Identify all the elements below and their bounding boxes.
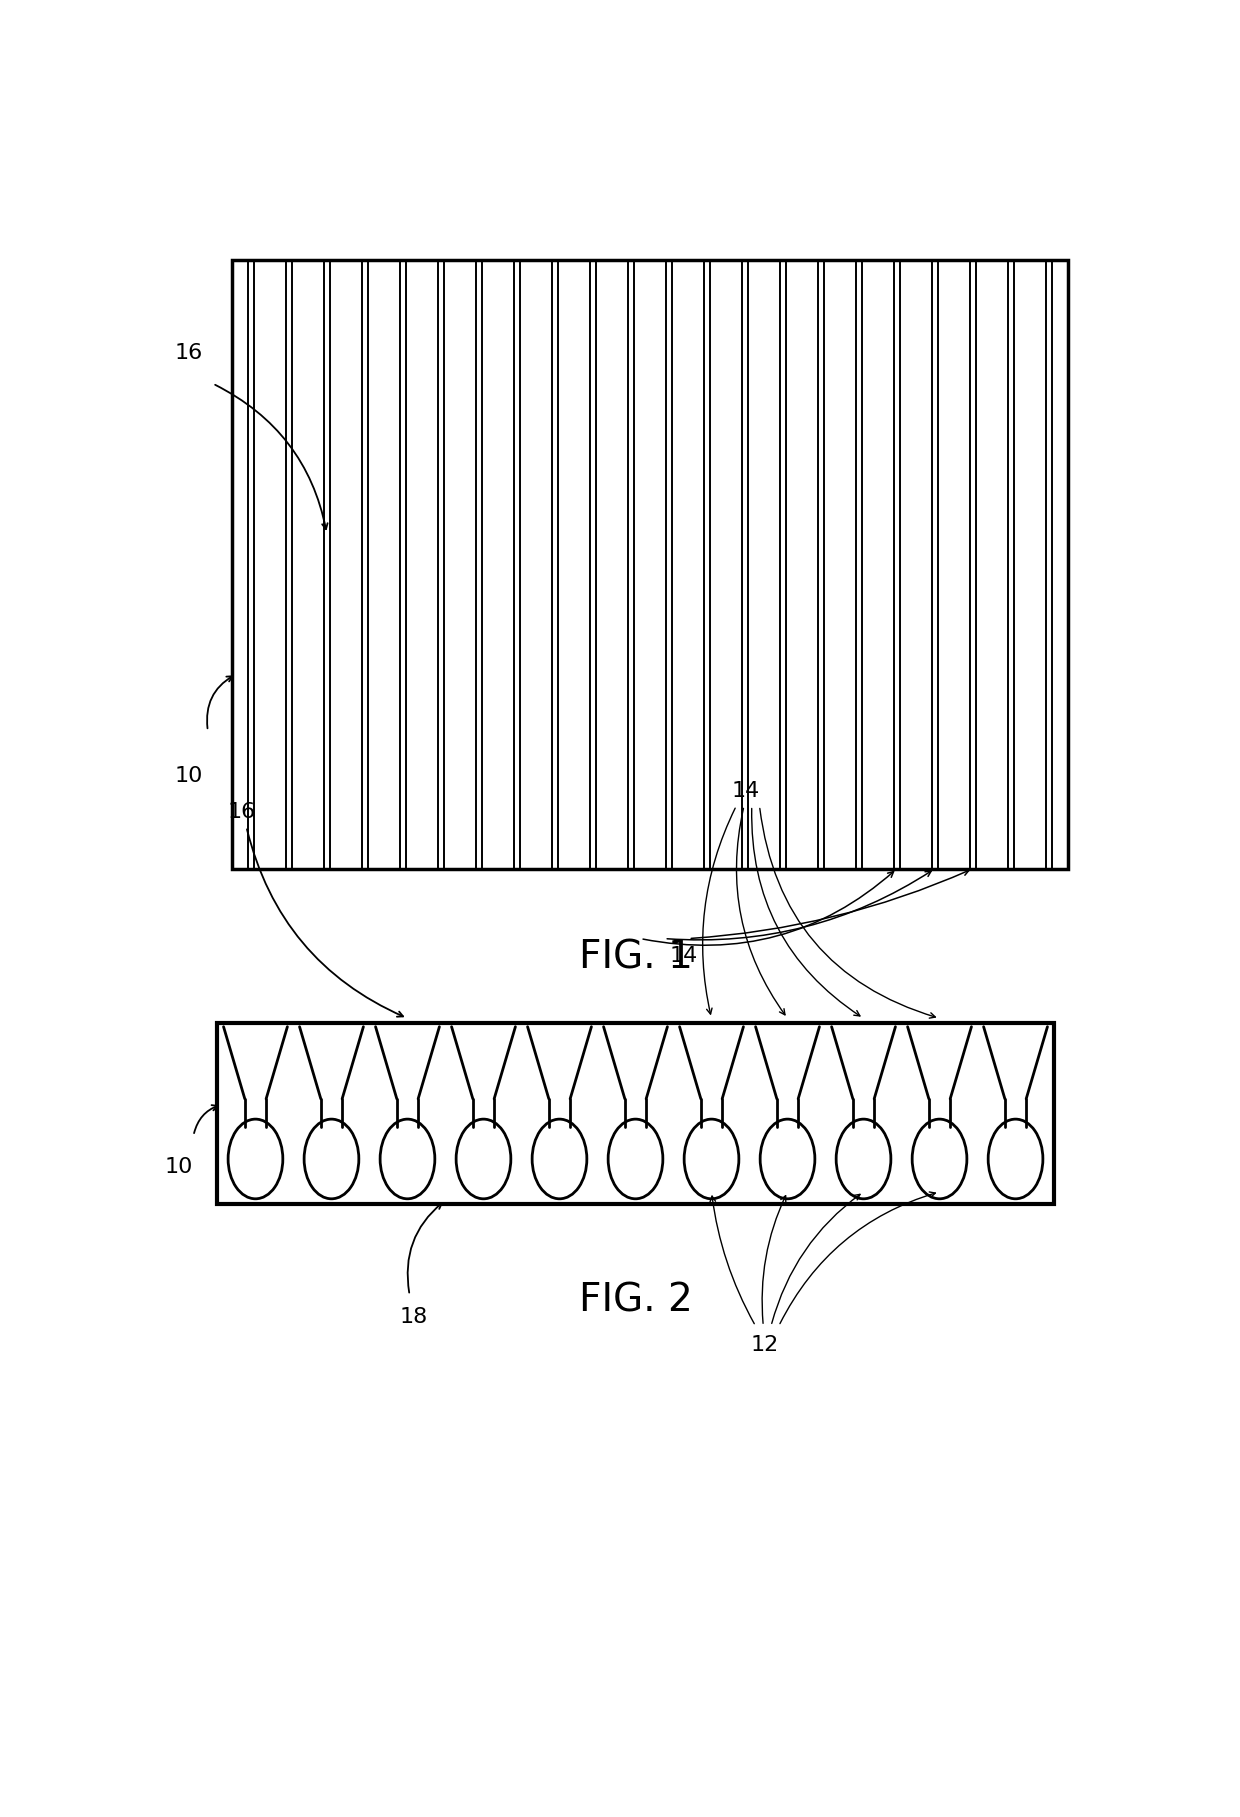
Circle shape (304, 1119, 358, 1199)
Circle shape (836, 1119, 890, 1199)
Text: 14: 14 (670, 945, 697, 965)
Circle shape (684, 1119, 739, 1199)
Circle shape (913, 1119, 967, 1199)
Bar (232, 260, 1068, 869)
Text: FIG. 1: FIG. 1 (579, 939, 692, 976)
Text: 16: 16 (227, 803, 255, 823)
Text: FIG. 2: FIG. 2 (579, 1281, 692, 1319)
Text: 16: 16 (174, 343, 202, 363)
Circle shape (760, 1119, 815, 1199)
Circle shape (608, 1119, 663, 1199)
Text: 10: 10 (174, 767, 202, 787)
Circle shape (456, 1119, 511, 1199)
Bar (217, 1023, 1054, 1205)
Circle shape (988, 1119, 1043, 1199)
Text: 10: 10 (165, 1157, 193, 1177)
Text: 12: 12 (751, 1334, 779, 1354)
Circle shape (228, 1119, 283, 1199)
Circle shape (381, 1119, 435, 1199)
Text: 18: 18 (401, 1306, 428, 1326)
Circle shape (532, 1119, 587, 1199)
Text: 14: 14 (732, 781, 760, 801)
